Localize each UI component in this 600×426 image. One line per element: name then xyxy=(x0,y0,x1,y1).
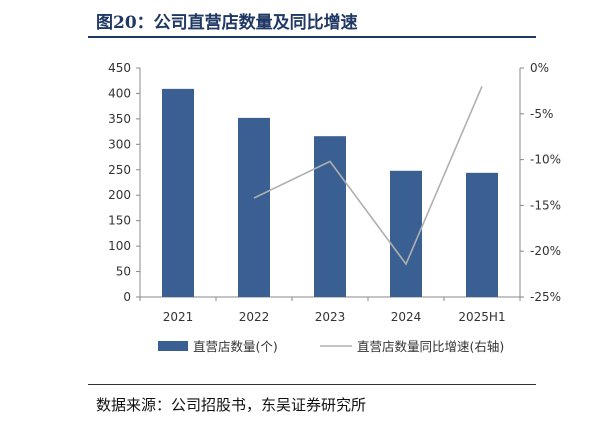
x-tick-label: 2022 xyxy=(239,310,270,324)
figure-title: 图20：公司直营店数量及同比增速 xyxy=(96,13,358,33)
source-note: 数据来源：公司招股书，东吴证券研究所 xyxy=(96,396,367,414)
source-rule xyxy=(88,384,536,385)
bar-2023 xyxy=(314,136,346,297)
x-tick-label: 2021 xyxy=(163,310,194,324)
bar-2024 xyxy=(390,170,422,297)
left-tick-label: 250 xyxy=(108,163,131,177)
left-tick-label: 150 xyxy=(108,214,131,228)
x-tick-label: 2023 xyxy=(315,310,346,324)
left-tick-label: 450 xyxy=(108,61,131,75)
right-tick-label: -15% xyxy=(530,198,561,212)
right-tick-label: -25% xyxy=(530,290,561,304)
left-tick-label: 100 xyxy=(108,239,131,253)
title-rule xyxy=(88,36,536,38)
right-tick-label: -20% xyxy=(530,244,561,258)
left-tick-label: 200 xyxy=(108,188,131,202)
bar-2025H1 xyxy=(466,172,498,297)
right-tick-label: -5% xyxy=(530,107,553,121)
legend-label-bars: 直营店数量(个) xyxy=(193,339,278,354)
x-tick-label: 2025H1 xyxy=(458,310,505,324)
left-tick-label: 0 xyxy=(123,290,131,304)
right-tick-label: 0% xyxy=(530,61,549,75)
left-tick-label: 50 xyxy=(116,265,131,279)
left-tick-label: 300 xyxy=(108,137,131,151)
bar-2022 xyxy=(238,117,270,297)
left-tick-label: 350 xyxy=(108,112,131,126)
x-tick-label: 2024 xyxy=(391,310,422,324)
growth-line xyxy=(253,86,483,266)
legend-swatch-bars xyxy=(158,341,188,351)
bar-2021 xyxy=(162,88,194,297)
right-tick-label: -10% xyxy=(530,153,561,167)
left-tick-label: 400 xyxy=(108,86,131,100)
legend-label-line: 直营店数量同比增速(右轴) xyxy=(357,339,504,354)
